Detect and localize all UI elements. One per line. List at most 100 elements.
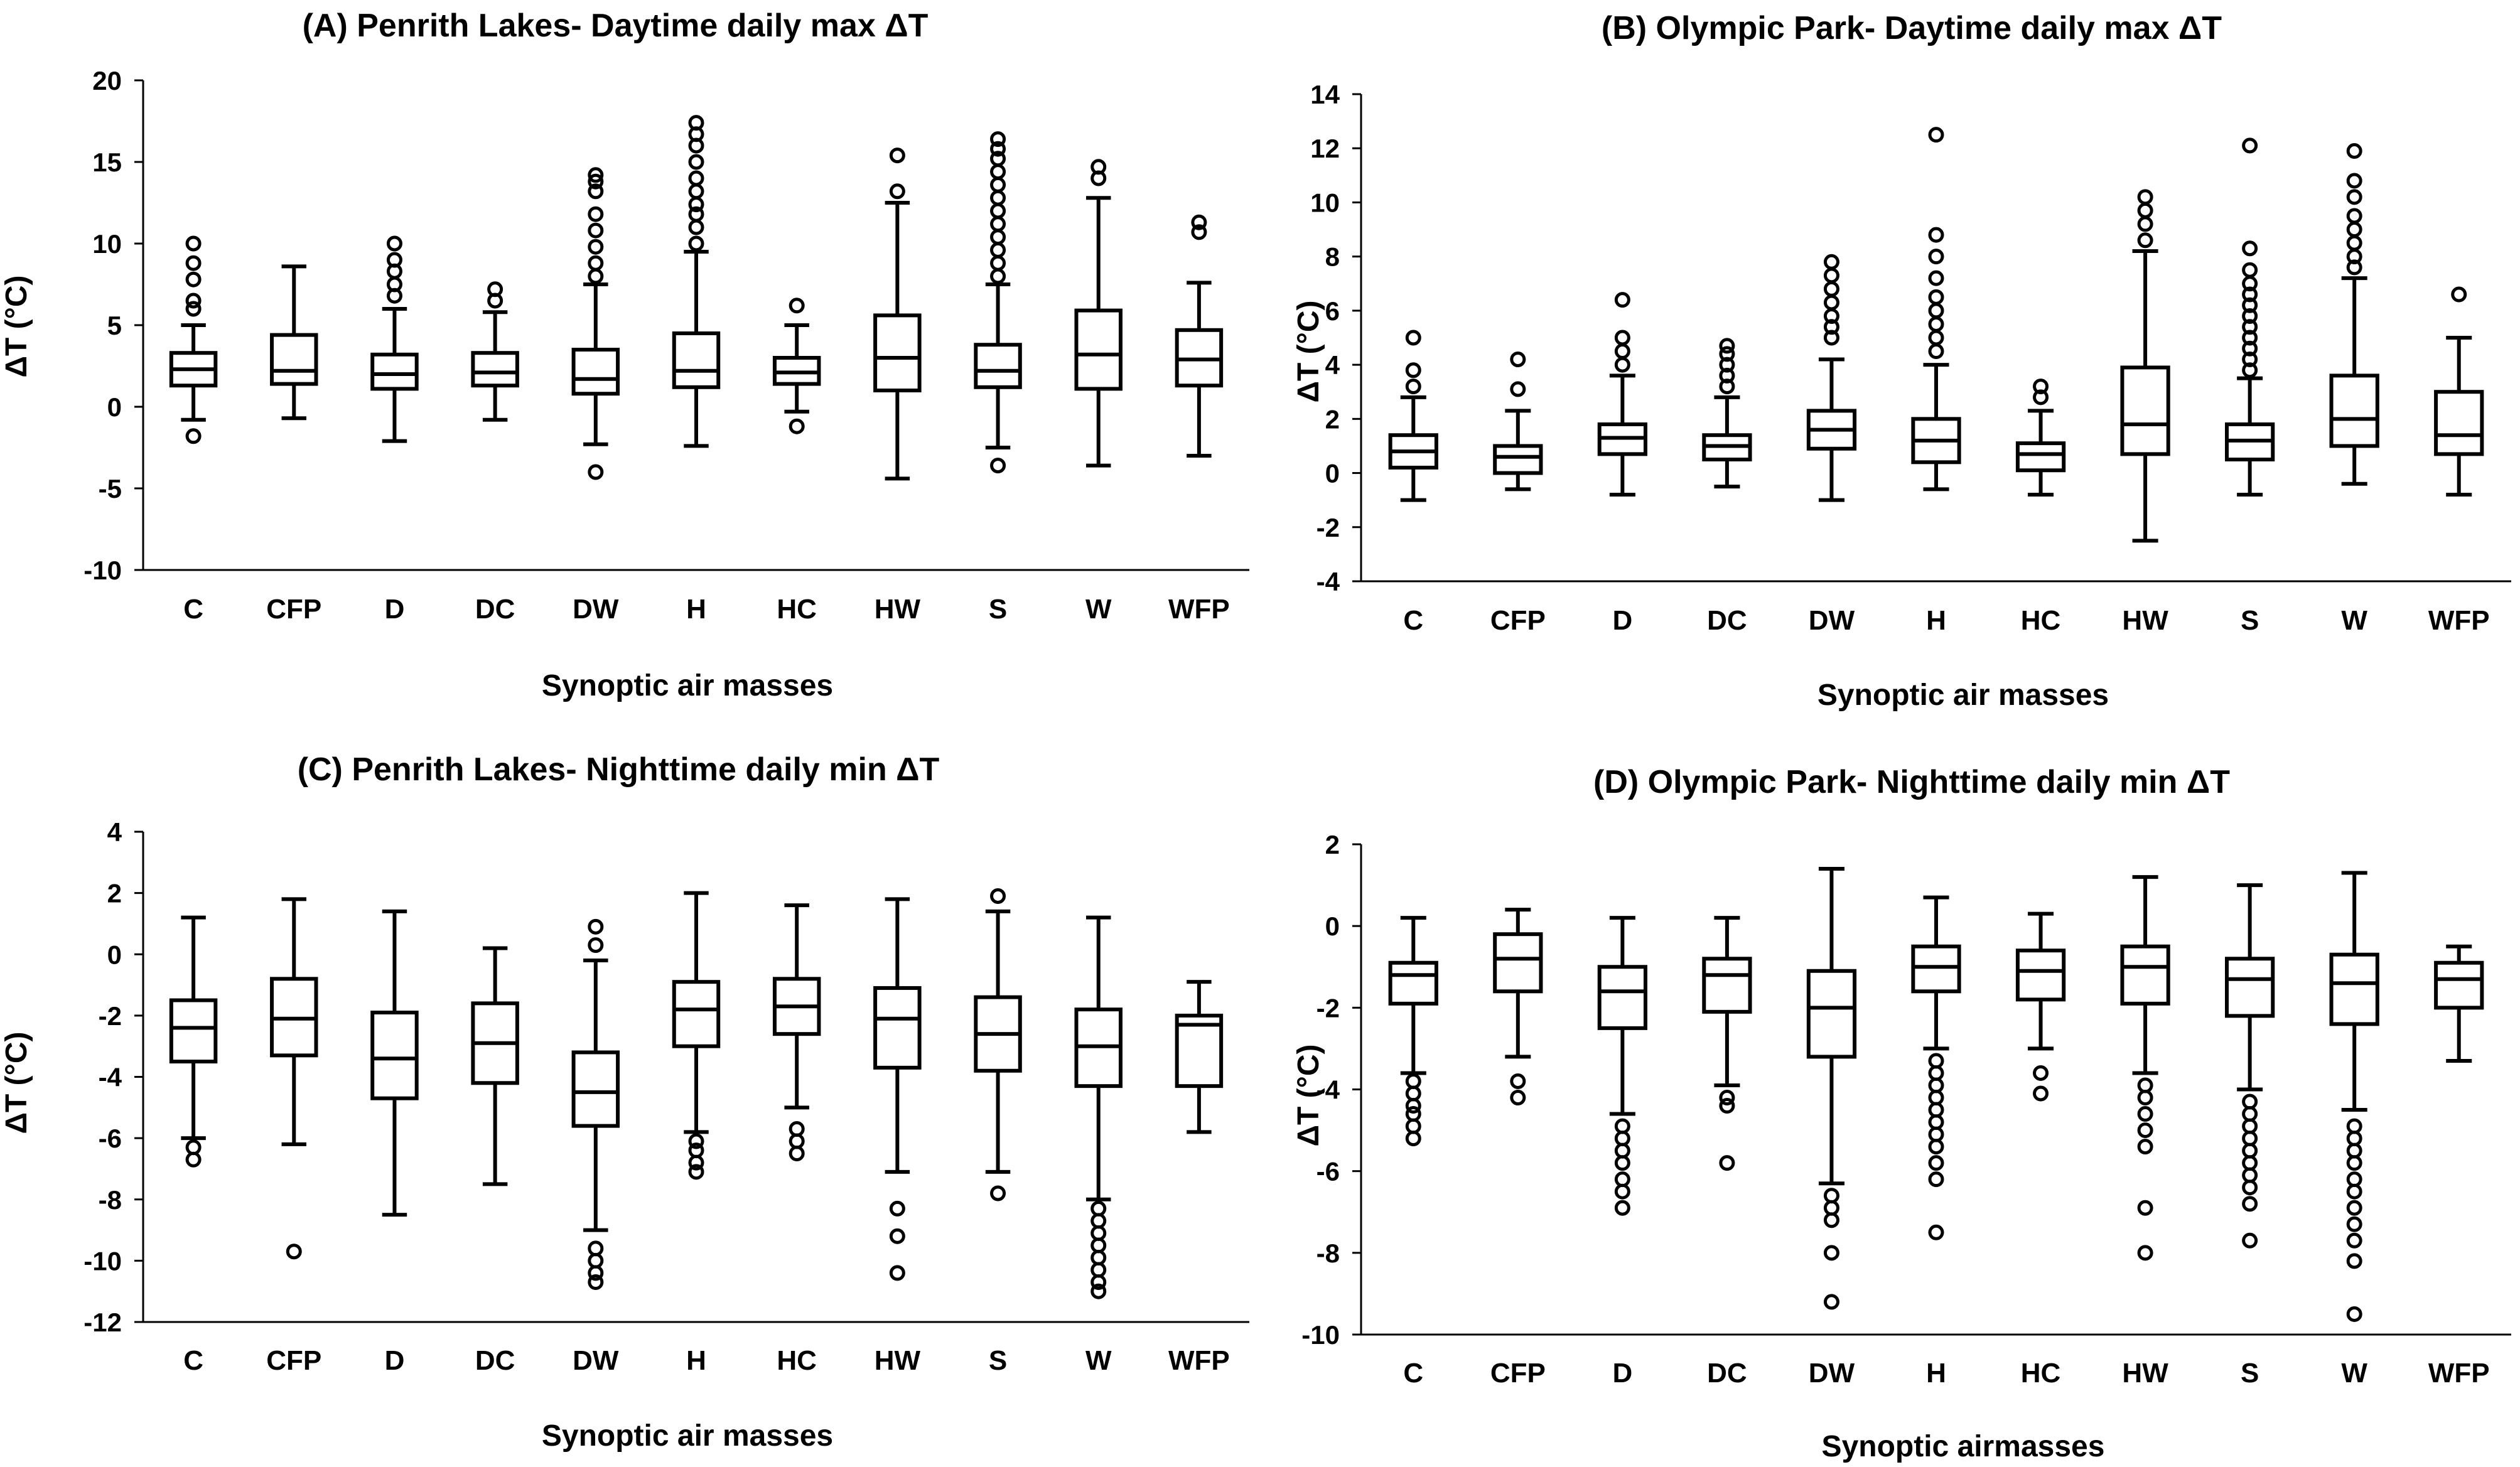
outlier-point <box>588 239 604 255</box>
outlier-point <box>1614 1183 1630 1200</box>
panel-d-category-label: HC <box>2021 1358 2061 1389</box>
outlier-point <box>2346 1232 2362 1249</box>
outlier-point <box>1405 330 1421 346</box>
outlier-point <box>1090 1262 1107 1278</box>
outlier-point <box>386 252 402 268</box>
outlier-point <box>990 131 1006 148</box>
panel-b-box-h <box>1911 127 1961 492</box>
iqr-box <box>1175 1013 1224 1088</box>
outlier-point <box>1510 351 1526 367</box>
outlier-point <box>990 458 1006 474</box>
outlier-point <box>2346 173 2362 189</box>
outlier-point <box>1928 1102 1944 1118</box>
panel-b-category-label: WFP <box>2428 605 2490 636</box>
panel-d-box-hw <box>2120 875 2170 1261</box>
iqr-box <box>270 333 318 386</box>
outlier-point <box>2242 297 2258 313</box>
panel-d-category-label: S <box>2241 1358 2259 1389</box>
outlier-point <box>990 190 1006 206</box>
panel-c-title: (C) Penrith Lakes- Nighttime daily min Δ… <box>298 751 940 788</box>
outlier-point <box>688 1133 704 1149</box>
outlier-point <box>688 219 704 235</box>
panel-b-category-label: DC <box>1707 605 1747 636</box>
outlier-point <box>1823 1188 1839 1204</box>
panel-b-y-axis-label: ΔT (°C) <box>1292 301 1325 403</box>
outlier-point <box>990 242 1006 258</box>
iqr-box <box>672 331 721 389</box>
panel-c-category-label: C <box>183 1345 203 1376</box>
outlier-point <box>1928 1126 1944 1142</box>
panel-b-category-label: CFP <box>1490 605 1546 636</box>
panel-a-category-label: WFP <box>1168 594 1230 625</box>
outlier-point <box>588 1240 604 1257</box>
panel-b-box-c <box>1388 330 1438 502</box>
iqr-box <box>672 980 721 1048</box>
outlier-point <box>990 176 1006 193</box>
iqr-box <box>974 343 1022 389</box>
outlier-point <box>688 1164 704 1180</box>
panel-b-y-tick-label: 10 <box>1310 188 1340 217</box>
outlier-point <box>889 1228 905 1244</box>
panel-d-box-h <box>1911 895 1961 1240</box>
panel-c-y-tick-label: -2 <box>99 1001 122 1031</box>
outlier-point <box>1614 1200 1630 1216</box>
outlier-point <box>588 1252 604 1269</box>
panel-a-box-dw <box>571 167 620 480</box>
iqr-box <box>1911 944 1961 994</box>
outlier-point <box>588 167 604 183</box>
panel-b-category-label: DW <box>1809 605 1855 636</box>
outlier-point <box>2033 389 2049 406</box>
iqr-box <box>1074 308 1123 391</box>
panel-a-y-tick-label: 0 <box>107 392 122 422</box>
iqr-box <box>873 313 922 392</box>
panel-c-y-tick-label: -8 <box>99 1185 122 1215</box>
outlier-point <box>1823 1200 1839 1216</box>
outlier-point <box>688 206 704 222</box>
outlier-point <box>2242 1167 2258 1183</box>
outlier-point <box>2242 1180 2258 1196</box>
panel-b-box-hw <box>2120 189 2170 543</box>
outlier-point <box>2137 1106 2153 1122</box>
panel-b-box-dw <box>1806 254 1857 502</box>
panel-c-box-cfp <box>270 897 318 1260</box>
outlier-point <box>2137 1077 2153 1094</box>
panel-a-y-axis-label: ΔT (°C) <box>0 276 33 378</box>
panel-b-category-label: C <box>1403 605 1423 636</box>
outlier-point <box>2346 259 2362 276</box>
panel-c-category-label: WFP <box>1168 1345 1230 1376</box>
panel-c-category-label: CFP <box>266 1345 321 1376</box>
panel-d-category-label: DC <box>1707 1358 1747 1389</box>
panel-c-category-label: HW <box>875 1345 921 1376</box>
outlier-point <box>2033 1065 2049 1081</box>
panel-b-y-tick-label: -2 <box>1317 513 1340 542</box>
panel-c-box-hw <box>873 897 922 1281</box>
iqr-box <box>1388 960 1438 1006</box>
iqr-box <box>169 998 218 1064</box>
panel-a-y-tick-label: 10 <box>92 229 122 259</box>
outlier-point <box>588 183 604 200</box>
panel-a-y-tick-label: -5 <box>99 474 122 503</box>
outlier-point <box>2346 1118 2362 1134</box>
outlier-point <box>889 183 905 200</box>
outlier-point <box>2137 216 2153 232</box>
panel-c-category-label: HC <box>777 1345 817 1376</box>
iqr-box <box>2329 952 2379 1026</box>
panel-a-box-hw <box>873 148 922 481</box>
outlier-point <box>1928 1139 1944 1155</box>
panel-c-y-tick-label: -12 <box>83 1308 122 1337</box>
panel-c-box-hc <box>772 903 821 1162</box>
outlier-point <box>386 235 402 252</box>
outlier-point <box>185 1151 202 1168</box>
outlier-point <box>1090 1213 1107 1229</box>
panel-b-x-axis-label: Synoptic air masses <box>1817 679 2109 712</box>
outlier-point <box>1090 1283 1107 1299</box>
panel-a-category-label: HW <box>875 594 921 625</box>
outlier-point <box>1090 1225 1107 1241</box>
outlier-point <box>688 235 704 252</box>
panel-c-y-tick-label: 4 <box>107 817 122 847</box>
panel-b-box-d <box>1597 292 1648 497</box>
outlier-point <box>1090 1274 1107 1291</box>
iqr-box <box>571 1050 620 1128</box>
outlier-point <box>185 293 202 309</box>
